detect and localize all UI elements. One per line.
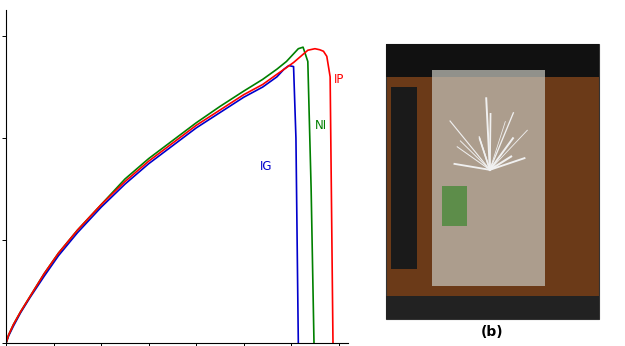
FancyBboxPatch shape — [386, 44, 599, 77]
Text: NI: NI — [314, 119, 327, 132]
FancyBboxPatch shape — [391, 87, 417, 270]
FancyBboxPatch shape — [386, 44, 599, 319]
Text: (b): (b) — [481, 325, 504, 339]
FancyBboxPatch shape — [442, 186, 467, 226]
FancyBboxPatch shape — [386, 296, 599, 319]
Text: IP: IP — [334, 73, 344, 86]
Text: IG: IG — [261, 160, 273, 173]
FancyBboxPatch shape — [432, 70, 546, 286]
